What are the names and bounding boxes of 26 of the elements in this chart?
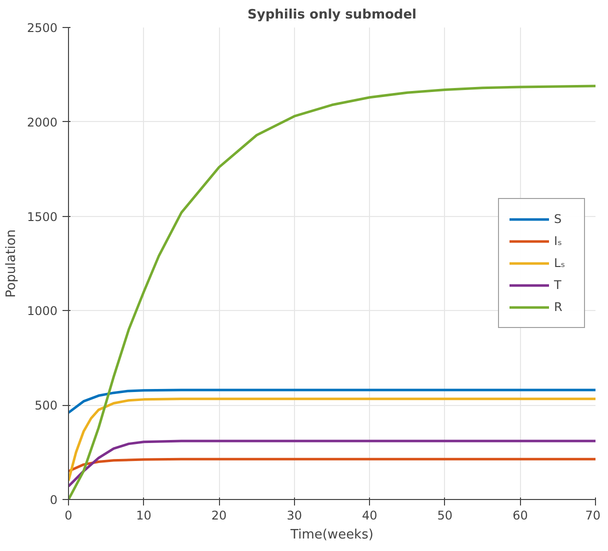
y-tick-label: 1000 [26, 304, 58, 318]
y-tick-label: 500 [34, 398, 58, 413]
legend-label: Lₛ [554, 256, 566, 270]
x-tick-label: 20 [211, 508, 227, 522]
y-axis-title: Population [4, 229, 19, 298]
line-series [68, 398, 596, 482]
x-tick-label: 10 [136, 508, 152, 522]
y-tick-label: 1500 [26, 210, 58, 224]
x-axis-title: Time(weeks) [290, 528, 374, 542]
x-tick-label: 0 [64, 508, 72, 522]
y-tick-label: 2000 [26, 115, 58, 130]
x-tick-label: 70 [585, 508, 601, 522]
x-tick-label: 50 [437, 508, 453, 522]
y-tick-label: 2500 [26, 21, 58, 35]
legend-label: T [554, 278, 562, 292]
x-tick-label: 40 [362, 508, 378, 522]
x-tick-label: 60 [512, 508, 528, 522]
legend-label: S [554, 212, 563, 226]
x-tick-label: 30 [286, 508, 302, 522]
line-series [68, 458, 596, 472]
y-tick-label: 0 [50, 493, 58, 507]
chart-title: Syphilis only submodel [247, 8, 417, 22]
legend-label: Iₛ [554, 234, 564, 248]
line-series [68, 388, 596, 414]
line-series [68, 440, 596, 488]
legend-label: R [554, 300, 564, 314]
